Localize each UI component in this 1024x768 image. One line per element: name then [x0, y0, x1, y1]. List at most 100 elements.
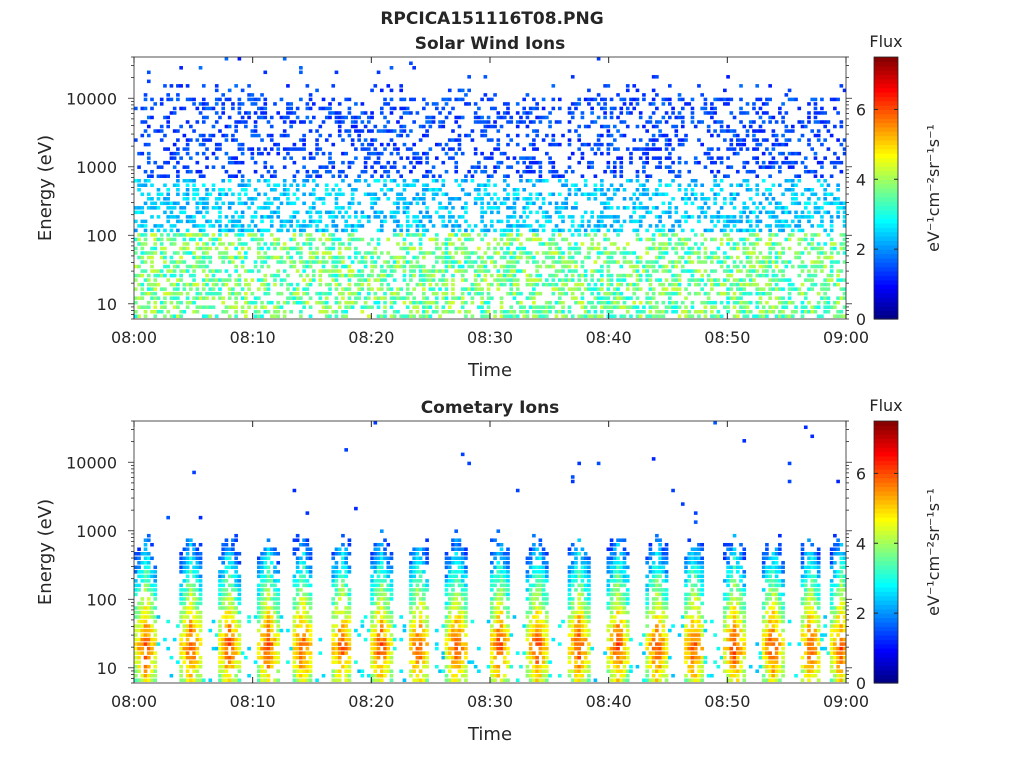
heatmap-cell — [176, 169, 180, 174]
heatmap-cell — [370, 151, 374, 156]
heatmap-cell — [140, 151, 145, 156]
heatmap-cell — [292, 142, 297, 147]
heatmap-cell — [499, 305, 504, 309]
heatmap-cell — [438, 188, 442, 192]
heatmap-cell — [833, 282, 837, 287]
heatmap-cell — [836, 138, 840, 142]
heatmap-cell — [253, 102, 258, 106]
heatmap-cell — [483, 251, 488, 255]
heatmap-cell — [227, 160, 232, 165]
heatmap-cell — [428, 124, 433, 129]
heatmap-cell — [661, 251, 666, 255]
heatmap-cell — [570, 111, 575, 115]
heatmap-cell — [732, 242, 737, 246]
heatmap-cell — [383, 169, 387, 174]
heatmap-cell — [771, 210, 776, 215]
heatmap-cell — [244, 282, 248, 287]
heatmap-cell — [189, 124, 193, 129]
heatmap-cell — [360, 282, 365, 287]
heatmap-cell — [140, 246, 145, 251]
heatmap-cell — [557, 233, 562, 237]
heatmap-cell — [179, 233, 183, 237]
heatmap-cell — [577, 138, 582, 142]
heatmap-cell — [172, 111, 177, 115]
heatmap-cell — [370, 192, 374, 197]
heatmap-cell — [486, 192, 491, 197]
heatmap-cell — [587, 314, 591, 318]
heatmap-cell — [422, 278, 426, 282]
heatmap-cell — [719, 237, 724, 242]
heatmap-cell — [606, 160, 611, 165]
heatmap-cell — [205, 282, 209, 287]
heatmap-cell — [625, 309, 630, 314]
heatmap-cell — [227, 260, 232, 264]
heatmap-cell — [833, 201, 837, 206]
heatmap-cell — [797, 174, 802, 178]
heatmap-cell — [739, 183, 743, 187]
heatmap-cell — [486, 296, 491, 300]
heatmap-cell — [467, 291, 471, 296]
heatmap-cell — [535, 278, 539, 282]
heatmap-cell — [557, 269, 562, 273]
heatmap-cell — [218, 197, 222, 201]
heatmap-cell — [697, 251, 701, 255]
heatmap-cell — [810, 278, 815, 282]
heatmap-cell — [428, 219, 433, 224]
heatmap-cell — [324, 246, 329, 251]
heatmap-cell — [774, 278, 779, 282]
heatmap-cell — [612, 215, 617, 219]
heatmap-cell — [299, 97, 303, 102]
heatmap-cell — [295, 287, 300, 291]
heatmap-cell — [697, 206, 701, 210]
heatmap-cell — [774, 255, 779, 260]
heatmap-cell — [240, 305, 245, 309]
heatmap-cell — [836, 314, 840, 318]
heatmap-cell — [250, 300, 255, 305]
heatmap-cell — [396, 151, 400, 156]
heatmap-cell — [606, 273, 611, 278]
heatmap-cell — [496, 273, 501, 278]
heatmap-cell — [295, 269, 300, 273]
heatmap-cell — [185, 300, 190, 305]
heatmap-cell — [163, 260, 167, 264]
heatmap-cell — [645, 160, 649, 165]
heatmap-cell — [593, 192, 598, 197]
heatmap-cell — [299, 233, 303, 237]
heatmap-cell — [305, 242, 310, 246]
heatmap-cell — [341, 192, 345, 197]
heatmap-cell — [150, 169, 154, 174]
heatmap-cell — [140, 678, 145, 682]
heatmap-cell — [603, 106, 607, 111]
heatmap-cell — [201, 174, 206, 178]
heatmap-cell — [192, 178, 196, 183]
heatmap-cell — [237, 111, 242, 115]
heatmap-cell — [512, 282, 517, 287]
heatmap-cell — [551, 192, 556, 197]
heatmap-cell — [690, 201, 695, 206]
heatmap-cell — [519, 291, 523, 296]
heatmap-cell — [418, 269, 423, 273]
heatmap-cell — [839, 201, 844, 206]
heatmap-cell — [396, 201, 400, 206]
heatmap-cell — [622, 120, 627, 124]
heatmap-cell — [150, 287, 154, 291]
heatmap-cell — [609, 115, 614, 120]
heatmap-cell — [606, 215, 611, 219]
heatmap-cell — [703, 228, 708, 233]
heatmap-cell — [250, 215, 255, 219]
heatmap-cell — [836, 215, 840, 219]
heatmap-cell — [629, 273, 633, 278]
heatmap-cell — [415, 156, 420, 160]
heatmap-cell — [208, 314, 213, 318]
heatmap-cell — [289, 237, 293, 242]
heatmap-cell — [635, 296, 640, 300]
heatmap-cell — [600, 106, 604, 111]
y-axis-label: Energy (eV) — [35, 135, 56, 241]
heatmap-cell — [315, 210, 319, 215]
heatmap-cell — [778, 142, 782, 147]
heatmap-cell — [334, 120, 339, 124]
heatmap-cell — [383, 219, 387, 224]
heatmap-cell — [790, 124, 795, 129]
heatmap-cell — [286, 84, 290, 88]
heatmap-cell — [655, 165, 659, 169]
